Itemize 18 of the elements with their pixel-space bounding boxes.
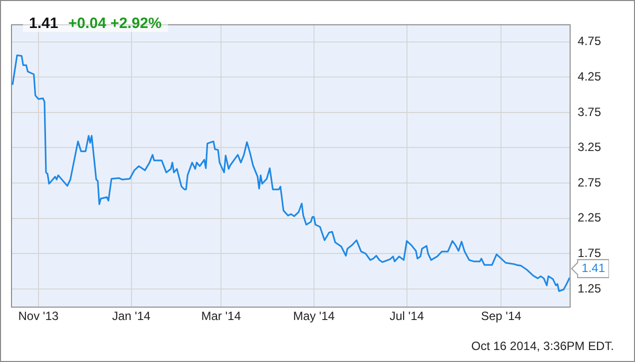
x-tick-label: Sep '14 bbox=[480, 309, 522, 324]
x-tick-label: Jul '14 bbox=[390, 309, 424, 324]
text: Oct 16 2014, 3:36PM EDT. bbox=[471, 339, 614, 353]
y-tick-label: 1.75 bbox=[578, 246, 602, 260]
x-tick-label: Nov '13 bbox=[18, 309, 59, 324]
y-tick-label: 3.75 bbox=[578, 104, 602, 119]
y-tick-label: 2.75 bbox=[578, 175, 602, 190]
x-tick-label: Jan '14 bbox=[112, 309, 151, 324]
y-tick-label: 2.25 bbox=[578, 210, 602, 225]
annotation: 1.41 bbox=[582, 260, 606, 275]
chart-subtitle: +0.04 +2.92% bbox=[68, 15, 162, 32]
y-tick-label: 4.25 bbox=[578, 69, 602, 84]
y-tick-label: 4.75 bbox=[578, 34, 602, 48]
y-tick-label: 3.25 bbox=[578, 140, 602, 154]
chart-title: 1.41 bbox=[29, 15, 58, 32]
y-tick-label: 1.25 bbox=[578, 281, 602, 296]
x-tick-label: Mar '14 bbox=[201, 309, 242, 324]
x-tick-label: May '14 bbox=[293, 309, 336, 324]
